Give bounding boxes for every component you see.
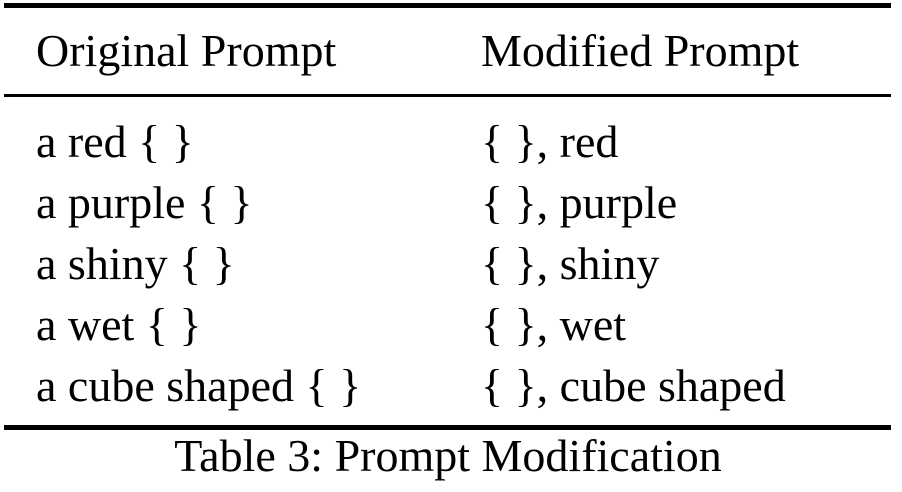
row-original-prompt: a cube shaped { } — [36, 363, 361, 409]
row-original-prompt: a shiny { } — [36, 241, 235, 287]
row-modified-prompt: { }, shiny — [481, 241, 659, 287]
header-modified-prompt: Modified Prompt — [481, 28, 799, 74]
table-header-rule — [4, 94, 891, 97]
header-original-prompt: Original Prompt — [36, 28, 336, 74]
row-modified-prompt: { }, red — [481, 119, 618, 165]
row-original-prompt: a red { } — [36, 119, 194, 165]
row-modified-prompt: { }, purple — [481, 180, 677, 226]
row-modified-prompt: { }, wet — [481, 302, 626, 348]
table-top-rule — [4, 3, 891, 8]
row-original-prompt: a purple { } — [36, 180, 253, 226]
row-modified-prompt: { }, cube shaped — [481, 363, 786, 409]
row-original-prompt: a wet { } — [36, 302, 202, 348]
table-caption: Table 3: Prompt Modification — [0, 433, 896, 479]
